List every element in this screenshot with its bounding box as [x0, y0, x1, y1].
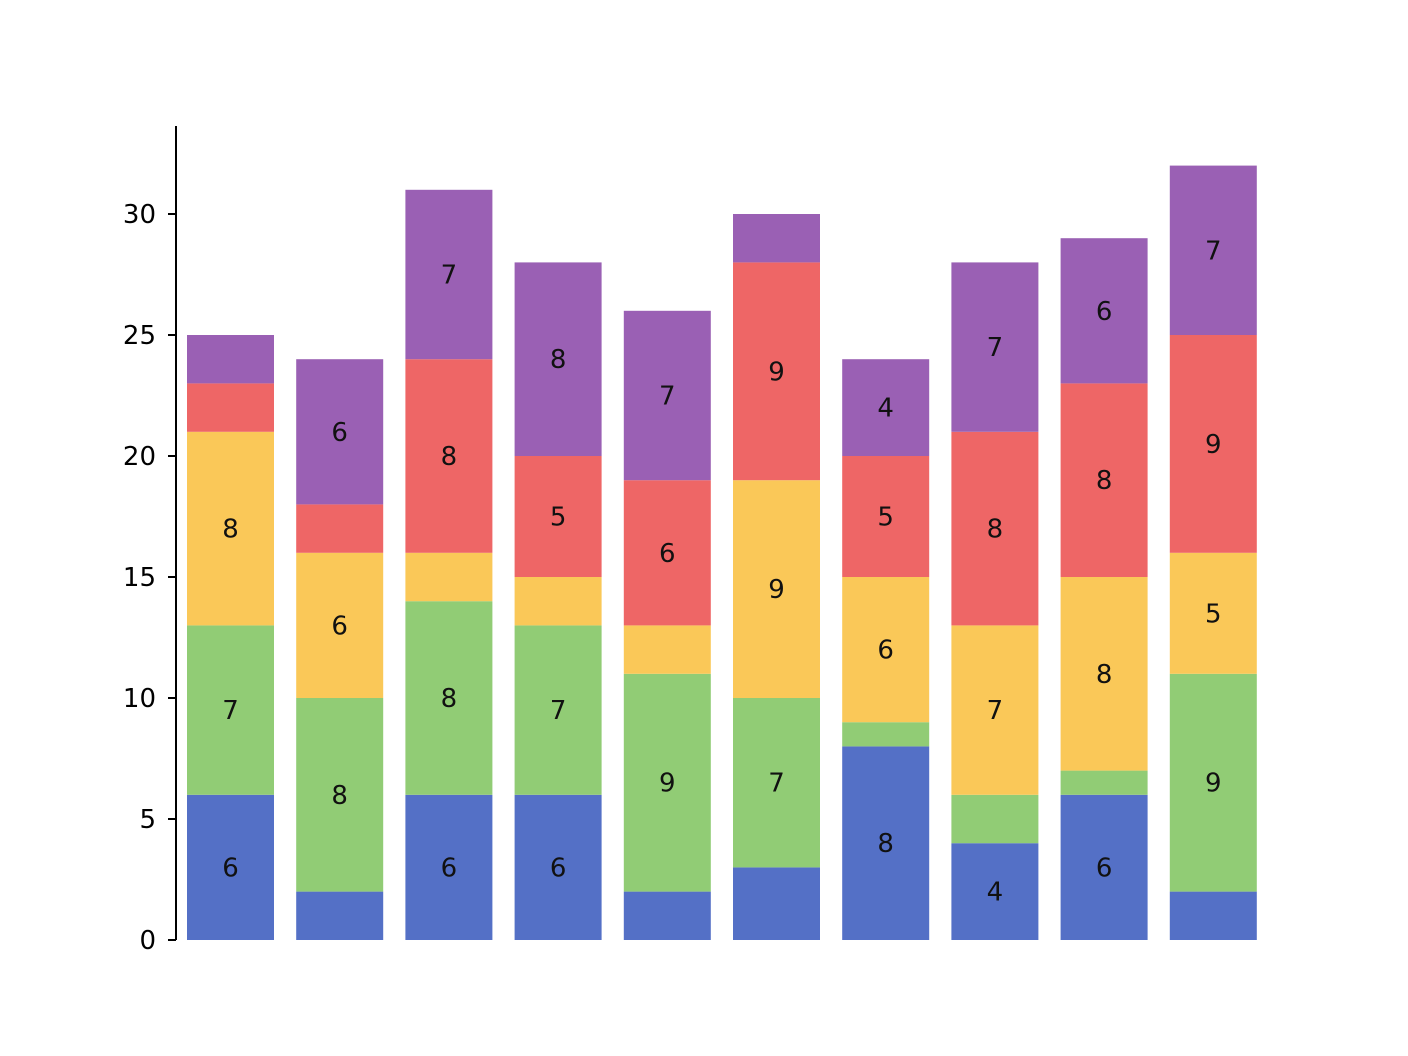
y-tick-label-4: 20: [123, 442, 156, 472]
bar-segment-6-1: [733, 867, 820, 940]
bar-segment-1-3: [187, 431, 274, 626]
bar-segment-2-1: [296, 891, 384, 940]
bar-segment-4-2: [514, 625, 602, 795]
bar-segment-8-2: [951, 794, 1039, 844]
bar-segment-1-4: [187, 383, 274, 432]
data-label-9-1: 6: [1096, 853, 1113, 883]
data-label-7-4: 5: [877, 503, 894, 533]
data-label-8-1: 4: [987, 878, 1004, 908]
data-label-9-5: 6: [1096, 297, 1113, 327]
bar-segment-7-2: [842, 722, 930, 747]
data-label-2-3: 6: [331, 611, 348, 641]
bar-segment-7-4: [842, 456, 930, 577]
data-label-5-2: 9: [659, 769, 676, 799]
bar-segment-4-5: [514, 262, 602, 456]
data-label-8-4: 8: [987, 515, 1004, 545]
data-label-2-2: 8: [331, 781, 348, 811]
bar-segment-4-3: [514, 577, 602, 626]
bar-segment-5-2: [623, 673, 711, 892]
data-label-5-5: 7: [659, 382, 676, 412]
bar-segment-7-5: [842, 359, 930, 456]
data-label-3-4: 8: [441, 442, 458, 472]
data-label-10-4: 9: [1205, 430, 1222, 460]
bar-segment-9-5: [1060, 238, 1148, 384]
bar-segment-9-2: [1060, 770, 1148, 795]
bar-segment-9-3: [1060, 577, 1148, 771]
data-label-9-4: 8: [1096, 466, 1113, 496]
data-label-8-5: 7: [987, 333, 1004, 363]
bar-segment-3-3: [405, 552, 493, 602]
data-label-7-5: 4: [877, 394, 894, 424]
data-label-1-3: 8: [222, 515, 239, 545]
data-label-4-5: 8: [550, 345, 567, 375]
bar-segment-7-3: [842, 577, 930, 723]
bar-segment-5-1: [623, 891, 711, 940]
segment-labels-layer: 6 7 8 8 6 6 6 8 8 7 6 7 5 8 9 6 7 7 9 9 8 6 5 4 4 7 8 7 6 8 8 6 9 5 9 7: [222, 236, 1221, 907]
bar-segment-9-4: [1060, 383, 1148, 577]
data-label-3-2: 8: [441, 684, 458, 714]
bar-segment-4-1: [514, 794, 602, 940]
bar-segment-3-5: [405, 189, 493, 360]
y-tick-label-0: 0: [139, 926, 156, 956]
data-label-8-3: 7: [987, 696, 1004, 726]
data-label-1-2: 7: [222, 696, 239, 726]
data-label-4-2: 7: [550, 696, 567, 726]
bar-segment-5-3: [623, 625, 711, 674]
bar-segment-10-3: [1169, 552, 1257, 674]
data-label-10-2: 9: [1205, 769, 1222, 799]
bars-layer: [187, 165, 1257, 940]
data-label-4-4: 5: [550, 503, 567, 533]
bar-segment-6-2: [733, 698, 820, 868]
bar-segment-2-4: [296, 504, 384, 553]
y-tick-label-5: 25: [123, 321, 156, 351]
y-tick-label-6: 30: [123, 200, 156, 230]
bar-segment-5-4: [623, 480, 711, 626]
bar-segment-5-5: [623, 310, 711, 481]
data-label-7-1: 8: [877, 829, 894, 859]
bar-segment-3-1: [405, 794, 493, 940]
bar-segment-6-3: [733, 480, 820, 698]
data-label-2-5: 6: [331, 418, 348, 448]
data-label-10-3: 5: [1205, 599, 1222, 629]
data-label-6-3: 9: [768, 575, 785, 605]
data-label-6-4: 9: [768, 357, 785, 387]
bar-segment-3-2: [405, 601, 493, 795]
bar-segment-6-4: [733, 262, 820, 481]
bar-segment-10-5: [1169, 165, 1257, 335]
bar-segment-9-1: [1060, 794, 1148, 940]
bar-segment-1-5: [187, 335, 274, 384]
bar-segment-2-5: [296, 359, 384, 505]
data-label-5-4: 6: [659, 539, 676, 569]
bar-segment-8-5: [951, 262, 1039, 432]
data-label-4-1: 6: [550, 853, 567, 883]
bar-segment-10-2: [1169, 673, 1257, 892]
data-label-7-3: 6: [877, 636, 894, 666]
y-tick-label-2: 10: [123, 684, 156, 714]
data-label-1-1: 6: [222, 853, 239, 883]
bar-segment-8-3: [951, 625, 1039, 795]
bar-segment-6-5: [733, 214, 820, 263]
bar-segment-3-4: [405, 359, 493, 553]
data-label-3-1: 6: [441, 853, 458, 883]
data-label-3-5: 7: [441, 261, 458, 291]
bar-segment-10-4: [1169, 335, 1257, 553]
bar-segment-2-3: [296, 552, 384, 698]
data-label-6-2: 7: [768, 769, 785, 799]
y-axis: 0 5 10 15 20 25 30: [123, 126, 177, 956]
data-label-9-3: 8: [1096, 660, 1113, 690]
y-tick-label-3: 15: [123, 563, 156, 593]
bar-segment-10-1: [1169, 891, 1257, 940]
bar-segment-4-4: [514, 456, 602, 577]
bar-segment-8-4: [951, 431, 1039, 626]
bar-segment-1-1: [187, 794, 274, 940]
bar-segment-1-2: [187, 625, 274, 795]
bar-segment-7-1: [842, 746, 930, 940]
y-tick-label-1: 5: [139, 805, 156, 835]
bar-segment-2-2: [296, 698, 384, 892]
bar-segment-8-1: [951, 843, 1039, 940]
data-label-10-5: 7: [1205, 236, 1222, 266]
